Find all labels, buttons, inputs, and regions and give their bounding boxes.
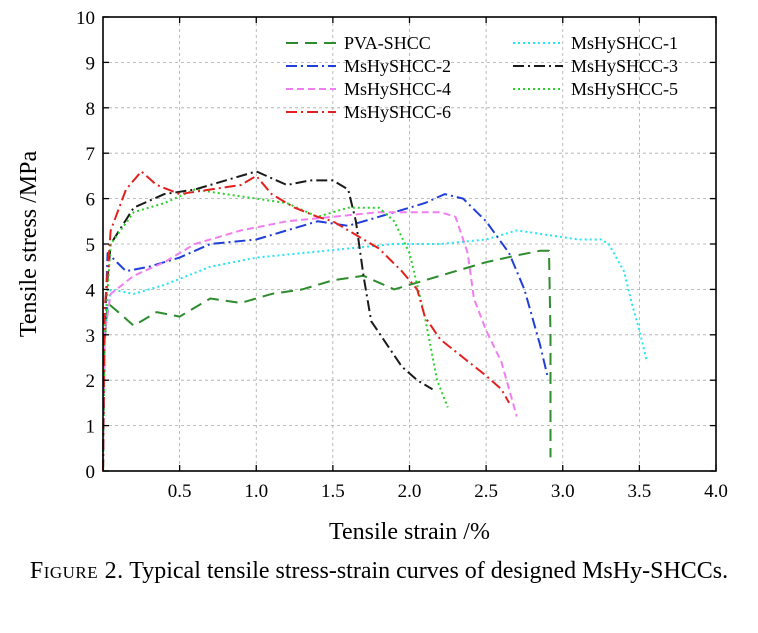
legend-label: PVA-SHCC <box>344 33 431 53</box>
x-tick-label: 3.0 <box>551 481 575 502</box>
series-line-mshyshcc-6 <box>102 170 510 472</box>
series-line-mshyshcc-5 <box>102 188 449 472</box>
figure-label: Figure 2. <box>29 558 124 584</box>
legend-label: MsHySHCC-1 <box>571 33 678 53</box>
x-tick-label: 2.0 <box>398 481 422 502</box>
legend-label: MsHySHCC-3 <box>571 56 678 76</box>
axis-tick-labels: 0 1 2 3 4 5 6 7 8 9 10 0.5 1.0 1.5 2.0 2.5 3.0 3.5 4.0 <box>76 8 728 502</box>
y-tick-label: 4 <box>86 280 96 301</box>
y-tick-label: 9 <box>86 53 96 74</box>
y-tick-label: 8 <box>86 99 96 120</box>
x-tick-label: 1.5 <box>321 481 345 502</box>
x-tick-label: 0.5 <box>168 481 192 502</box>
stress-strain-chart: 0 1 2 3 4 5 6 7 8 9 10 0.5 1.0 1.5 2.0 2.5 3.0 3.5 4.0 Ten… <box>16 8 728 545</box>
x-tick-label: 1.0 <box>244 481 268 502</box>
caption-text: Typical tensile stress-strain curves of … <box>129 558 729 584</box>
legend: PVA-SHCC MsHySHCC-1 MsHySHCC-2 MsHySHCC-3 Ms… <box>286 33 678 122</box>
x-tick-label: 3.5 <box>628 481 652 502</box>
series-lines <box>102 170 648 472</box>
legend-label: MsHySHCC-4 <box>344 79 451 99</box>
legend-label: MsHySHCC-5 <box>571 79 678 99</box>
y-tick-label: 0 <box>86 462 96 483</box>
series-line-mshyshcc-4 <box>102 211 518 472</box>
x-tick-label: 4.0 <box>704 481 728 502</box>
x-axis-title: Tensile strain /% <box>329 519 490 545</box>
y-tick-label: 10 <box>76 8 95 29</box>
y-axis-title: Tensile stress /MPa <box>16 151 42 338</box>
y-tick-label: 2 <box>86 371 96 392</box>
legend-label: MsHySHCC-6 <box>344 102 451 122</box>
x-tick-label: 2.5 <box>474 481 498 502</box>
y-tick-label: 5 <box>86 235 96 256</box>
figure-caption: Figure 2. Typical tensile stress-strain … <box>0 556 758 587</box>
grid-lines <box>103 17 716 471</box>
y-tick-label: 6 <box>86 190 96 211</box>
series-line-mshyshcc-2 <box>102 193 549 472</box>
series-line-pva-shcc <box>102 249 552 472</box>
series-line-mshyshcc-3 <box>102 170 434 472</box>
series-line-mshyshcc-1 <box>102 229 648 472</box>
axis-ticks <box>103 16 717 472</box>
y-tick-label: 7 <box>86 144 96 165</box>
y-tick-label: 1 <box>86 417 96 438</box>
y-tick-label: 3 <box>86 326 96 347</box>
legend-label: MsHySHCC-2 <box>344 56 451 76</box>
